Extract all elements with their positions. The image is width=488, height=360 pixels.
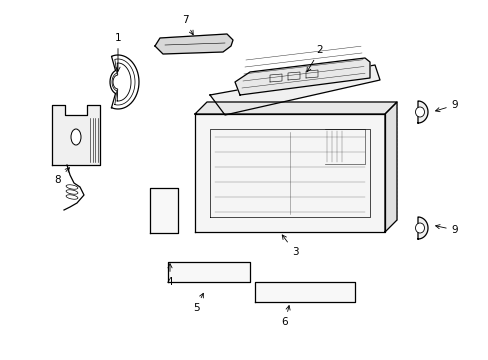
- Polygon shape: [52, 105, 100, 165]
- Polygon shape: [110, 55, 139, 109]
- Text: 6: 6: [281, 306, 289, 327]
- Polygon shape: [155, 34, 232, 54]
- Polygon shape: [150, 188, 178, 233]
- Text: 4: 4: [166, 264, 173, 287]
- Polygon shape: [417, 101, 427, 123]
- Ellipse shape: [415, 107, 424, 117]
- Polygon shape: [168, 262, 249, 282]
- Polygon shape: [235, 58, 369, 95]
- Text: 7: 7: [182, 15, 193, 35]
- Ellipse shape: [71, 129, 81, 145]
- Polygon shape: [384, 102, 396, 232]
- Text: 2: 2: [306, 45, 323, 72]
- Text: 5: 5: [192, 293, 203, 313]
- Polygon shape: [195, 102, 396, 114]
- Text: 3: 3: [282, 235, 298, 257]
- Polygon shape: [254, 282, 354, 302]
- Text: 8: 8: [55, 168, 69, 185]
- Ellipse shape: [415, 223, 424, 233]
- Polygon shape: [195, 114, 384, 232]
- Text: 9: 9: [435, 100, 457, 112]
- Text: 1: 1: [115, 33, 121, 71]
- Text: 9: 9: [435, 225, 457, 235]
- Polygon shape: [209, 65, 379, 115]
- Polygon shape: [417, 217, 427, 239]
